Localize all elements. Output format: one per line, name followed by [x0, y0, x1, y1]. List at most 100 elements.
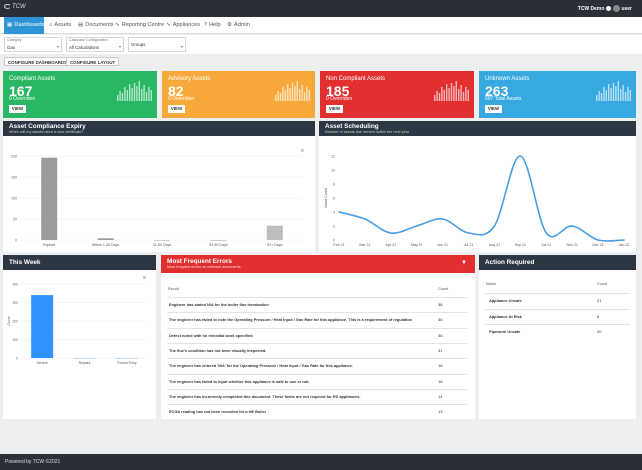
- action-count: 21: [597, 298, 602, 303]
- nav-documents[interactable]: ▤ Documents: [75, 17, 117, 34]
- action-name: Pipework Unsafe: [489, 329, 521, 334]
- menu-icon[interactable]: ≡: [143, 275, 146, 281]
- card-subtext: 0 Overriden: [9, 96, 36, 102]
- data-point[interactable]: [364, 218, 366, 220]
- y-tick-label: 12: [331, 154, 335, 158]
- sparkline-bar: [308, 90, 310, 101]
- avatar-label: user: [621, 6, 632, 12]
- y-tick-label: 8: [333, 182, 335, 186]
- nav-dashboards[interactable]: ▦ Dashboards: [4, 17, 44, 34]
- user-menu[interactable]: TCW Demo user: [578, 5, 632, 12]
- view-button[interactable]: VIEW: [326, 105, 343, 113]
- data-point[interactable]: [571, 225, 573, 227]
- configure-layout-button[interactable]: CONFIGURE LAYOUT: [66, 57, 120, 66]
- data-point[interactable]: [338, 211, 340, 213]
- data-point[interactable]: [493, 225, 496, 227]
- data-point[interactable]: [467, 232, 470, 234]
- chart-icon: ∿: [166, 22, 171, 28]
- sparkline-bar: [450, 83, 453, 101]
- y-tick-label: 0: [15, 238, 17, 242]
- error-text: Engineer has stated N/A for the boiler f…: [169, 302, 269, 307]
- sparkline-bar: [467, 90, 469, 101]
- data-point[interactable]: [415, 225, 418, 227]
- filter-value: Groups: [131, 42, 146, 47]
- card-value: 167: [9, 83, 33, 99]
- top-bar: TCW TCW Demo user: [0, 0, 642, 17]
- sparkline-bar: [296, 81, 298, 101]
- filter-bar: Category Gas ▾ Calculator Configuration …: [0, 35, 642, 54]
- panel-title: Most Frequent Errors: [167, 258, 232, 265]
- data-point[interactable]: [519, 155, 522, 157]
- error-count: 14: [438, 393, 443, 399]
- y-tick-label: 6: [333, 196, 335, 200]
- nav-appliances[interactable]: ∿ Appliances: [163, 17, 203, 34]
- x-tick-label: Feb 21: [333, 243, 344, 247]
- nav-reporting-centre[interactable]: ∿ Reporting Centre: [112, 17, 167, 34]
- y-axis-label: Count: [7, 316, 11, 325]
- nav-admin[interactable]: ⚙ Admin: [224, 17, 253, 34]
- view-button[interactable]: VIEW: [168, 105, 185, 113]
- sparkline-bars-icon: [596, 81, 631, 101]
- bar[interactable]: [31, 295, 54, 358]
- bar[interactable]: [154, 240, 170, 241]
- row-divider: [167, 327, 467, 329]
- sparkline-bar: [119, 91, 121, 101]
- nav-assets[interactable]: ⌂ Assets: [46, 17, 74, 34]
- panel-subtitle: Most frequent errors on relevant documen…: [167, 265, 241, 269]
- data-point[interactable]: [441, 218, 444, 220]
- sparkline-bar: [287, 84, 289, 101]
- view-button[interactable]: VIEW: [9, 105, 26, 113]
- scheduling-line-chart: 0 2 4 6 8 10 12 Asset Count Feb 21 Mar 21 Apr 21 Ma…: [324, 154, 629, 247]
- data-point[interactable]: [623, 239, 625, 241]
- y-tick-label: 300: [12, 301, 18, 305]
- sparkline-bar: [443, 90, 445, 101]
- nav-label: Admin: [234, 22, 250, 28]
- y-tick-label: 200: [12, 319, 18, 323]
- bar[interactable]: [97, 238, 114, 240]
- menu-icon[interactable]: ≡: [301, 148, 304, 154]
- x-tick-label: Aug 21: [489, 243, 500, 247]
- groups-select[interactable]: Groups ▾: [128, 37, 186, 52]
- sparkline-bar: [279, 93, 282, 101]
- row-divider: [167, 342, 467, 344]
- column-header-result: Result: [168, 287, 179, 291]
- sparkline-bar: [465, 87, 467, 101]
- sparkline-bar: [598, 91, 600, 101]
- sparkline-bar: [124, 87, 126, 101]
- data-point[interactable]: [597, 239, 599, 241]
- sparkline-bars-icon: [434, 81, 469, 101]
- calculator-configuration-select[interactable]: Calculator Configuration All Calculation…: [66, 37, 124, 52]
- row-divider: [167, 404, 467, 406]
- sparkline-bars-icon: [275, 81, 310, 101]
- view-button[interactable]: VIEW: [485, 105, 502, 113]
- footer: Powered by TCW ©2021: [0, 454, 642, 470]
- bar[interactable]: [41, 157, 58, 240]
- x-tick-label: Repairs: [79, 361, 91, 365]
- action-name: Appliance Unsafe: [489, 298, 522, 303]
- sparkline-bar: [617, 81, 619, 101]
- sparkline-bar: [441, 87, 443, 101]
- home-icon: ⌂: [49, 22, 53, 28]
- filter-label: Calculator Configuration: [69, 38, 108, 42]
- bar[interactable]: [210, 240, 227, 241]
- error-count: 31: [438, 347, 443, 353]
- category-select[interactable]: Category Gas ▾: [4, 37, 62, 52]
- sparkline-bar: [301, 85, 303, 101]
- non-compliant-assets-card: Non Compliant Assets 185 0 Overriden VIE…: [320, 71, 474, 118]
- filter-icon[interactable]: ▼: [461, 260, 467, 266]
- x-tick-label: 61-90 Days: [209, 243, 228, 247]
- action-count: 8: [597, 313, 600, 319]
- configure-dashboards-button[interactable]: CONFIGURE DASHBOARDS: [4, 57, 72, 66]
- logo[interactable]: TCW: [4, 4, 26, 10]
- sparkline-bar: [612, 83, 615, 101]
- panel-header: Action Required: [479, 255, 636, 270]
- data-point[interactable]: [545, 232, 548, 234]
- bar[interactable]: [266, 225, 283, 240]
- this-week-panel: This Week ≡ 0 100 200 300 400 Count Service Rep…: [3, 255, 156, 419]
- chevron-down-icon: ▾: [56, 44, 59, 49]
- sparkline-bar: [629, 90, 631, 101]
- chart-icon: ∿: [115, 22, 120, 28]
- chevron-down-icon: ▾: [118, 44, 121, 49]
- data-point[interactable]: [390, 232, 392, 234]
- nav-help[interactable]: ? Help: [201, 17, 224, 34]
